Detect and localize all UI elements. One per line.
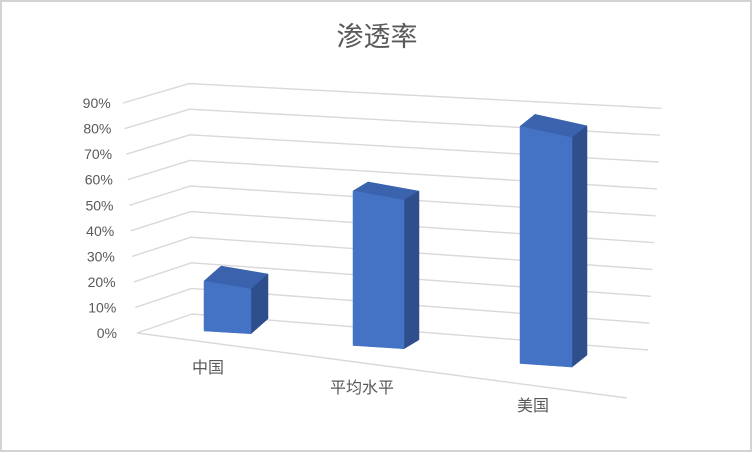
- gridline: [125, 134, 659, 163]
- category-label: 平均水平: [330, 379, 394, 397]
- floor-front-edge: [136, 332, 628, 399]
- y-axis-tick-label: 30%: [87, 248, 115, 264]
- y-axis-tick-label: 0%: [97, 325, 117, 341]
- y-axis-tick-label: 90%: [83, 95, 111, 111]
- bar-usa-front-face: [519, 125, 573, 368]
- bar-usa-column: [519, 114, 588, 368]
- gridline: [129, 185, 656, 217]
- gridlines-layer: [122, 82, 662, 399]
- bar-average-side-face: [403, 190, 420, 350]
- y-axis-tick-label: 10%: [88, 299, 116, 315]
- bar-average-front-face: [352, 190, 405, 350]
- gridline: [133, 262, 652, 297]
- gridline: [130, 210, 655, 244]
- y-axis-labels-layer: 0% 10% 20% 30% 40% 50% 60% 70% 80% 90%: [83, 95, 117, 341]
- gridline: [135, 287, 650, 324]
- gridline: [127, 159, 658, 190]
- y-axis-tick-label: 50%: [85, 197, 113, 213]
- bar-china-front-face: [203, 280, 252, 335]
- category-label: 美国: [517, 397, 549, 415]
- y-axis-tick-label: 20%: [88, 274, 116, 290]
- y-axis-tick-label: 80%: [83, 121, 111, 137]
- gridline: [124, 108, 661, 136]
- chart-title: 渗透率: [337, 22, 418, 52]
- bars-layer: [203, 114, 588, 368]
- bar-usa-side-face: [571, 125, 588, 368]
- y-axis-tick-label: 70%: [84, 146, 112, 162]
- gridline: [122, 82, 662, 109]
- y-axis-tick-label: 40%: [86, 223, 114, 239]
- gridline: [132, 236, 653, 271]
- category-label: 中国: [192, 359, 224, 377]
- bar-average-column: [352, 181, 420, 350]
- bar-china-column: [203, 265, 269, 335]
- y-axis-tick-label: 60%: [85, 172, 113, 188]
- gridline: [136, 313, 649, 351]
